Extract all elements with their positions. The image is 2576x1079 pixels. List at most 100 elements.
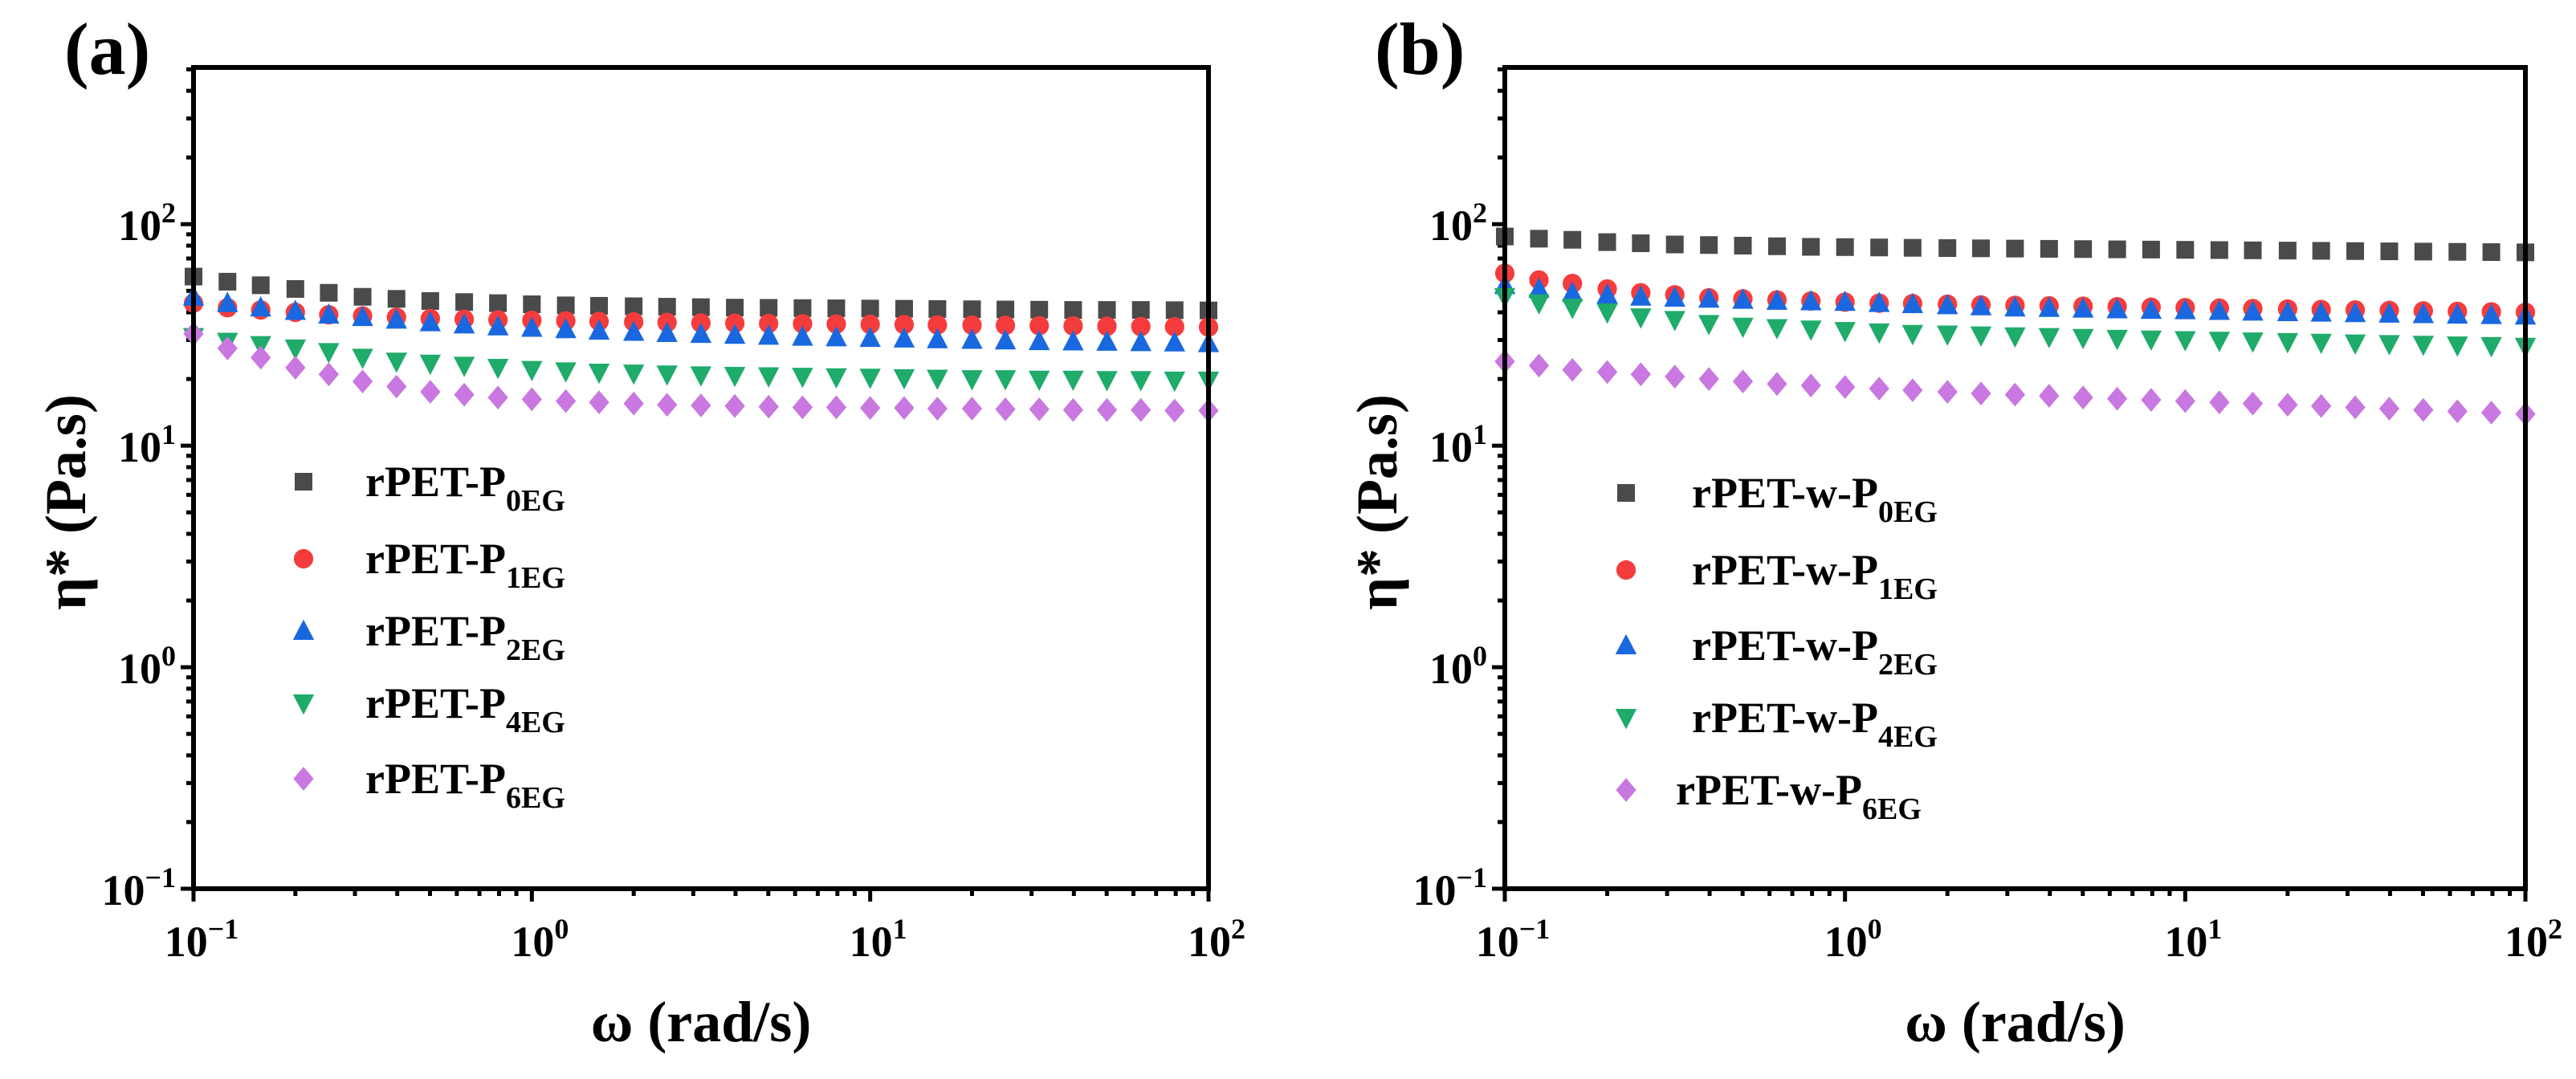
tick-exponent: 1 xyxy=(2207,913,2222,945)
legend-name: rPET-w-P xyxy=(1692,469,1878,517)
x-tick-label: 10−1 xyxy=(165,913,239,966)
data-point xyxy=(825,368,847,389)
data-point xyxy=(961,328,983,349)
data-point xyxy=(1971,381,1991,406)
data-point xyxy=(825,395,847,420)
data-point xyxy=(454,382,475,407)
series-2EG xyxy=(182,285,1220,352)
data-point xyxy=(1698,367,1719,391)
data-point xyxy=(2448,242,2467,261)
tick-exponent: 2 xyxy=(2548,913,2562,945)
data-point xyxy=(386,374,407,399)
data-point xyxy=(1767,372,1787,397)
legend-marker xyxy=(295,473,312,491)
data-point xyxy=(318,362,340,387)
data-point xyxy=(218,272,237,291)
data-point xyxy=(691,393,711,417)
data-point xyxy=(2073,385,2093,409)
tick-base: 10 xyxy=(1429,202,1473,250)
data-point xyxy=(2175,389,2195,413)
data-point xyxy=(1937,294,1958,315)
data-point xyxy=(895,299,913,318)
legend-label: rPET-P1EG xyxy=(365,535,565,595)
data-point xyxy=(963,300,981,319)
data-point xyxy=(724,393,745,418)
legend-name: rPET-P xyxy=(365,607,506,655)
data-point xyxy=(251,276,270,295)
legend-subscript: 2EG xyxy=(1878,648,1938,682)
data-point xyxy=(2311,393,2332,418)
tick-base: 10 xyxy=(1824,918,1868,966)
tick-exponent: 2 xyxy=(1231,913,1245,945)
data-point xyxy=(1561,281,1584,302)
data-point xyxy=(1528,353,1550,378)
data-point xyxy=(523,295,541,313)
data-point xyxy=(1096,330,1118,351)
data-point xyxy=(2072,328,2094,350)
x-tick-label: 102 xyxy=(1188,913,1245,966)
data-point xyxy=(352,348,373,369)
data-point xyxy=(927,315,948,335)
data-point xyxy=(1802,238,1820,256)
data-point xyxy=(2276,300,2299,322)
legend-label: rPET-P2EG xyxy=(365,607,565,667)
legend-marker xyxy=(1616,560,1636,580)
data-point xyxy=(1664,311,1685,332)
data-point xyxy=(793,299,812,317)
data-point xyxy=(759,313,779,334)
data-point xyxy=(284,339,307,360)
legend-subscript: 2EG xyxy=(506,633,565,667)
legend-name: rPET-w-P xyxy=(1692,546,1878,594)
y-tick-label: 102 xyxy=(118,197,176,250)
data-point xyxy=(250,295,271,317)
tick-exponent: 1 xyxy=(1473,418,1487,450)
data-point xyxy=(2378,397,2400,421)
x-axis-label: ω (rad/s) xyxy=(591,990,812,1054)
tick-exponent: −1 xyxy=(1456,861,1487,894)
tick-base: 10 xyxy=(2164,918,2207,966)
data-point xyxy=(1530,230,1548,248)
data-point xyxy=(1596,360,1618,385)
tick-exponent: 0 xyxy=(1868,913,1882,945)
data-point xyxy=(927,328,948,348)
data-point xyxy=(894,396,915,421)
data-point xyxy=(622,320,645,341)
data-point xyxy=(1164,317,1184,337)
data-point xyxy=(2412,303,2435,324)
data-point xyxy=(2447,303,2468,324)
data-point xyxy=(1561,299,1584,320)
data-point xyxy=(1868,323,1890,344)
x-tick-label: 101 xyxy=(850,913,907,966)
data-point xyxy=(1064,301,1082,320)
data-point xyxy=(691,298,710,316)
data-point xyxy=(352,369,373,393)
tick-exponent: 2 xyxy=(1473,197,1487,229)
data-point xyxy=(2140,298,2162,320)
data-point xyxy=(1937,380,1958,404)
data-point xyxy=(1596,303,1618,324)
data-point xyxy=(1528,277,1550,298)
x-tick-label: 10−1 xyxy=(1476,913,1551,966)
data-point xyxy=(1062,370,1084,391)
data-point xyxy=(1901,324,1924,346)
data-point xyxy=(2380,242,2399,261)
data-point xyxy=(1630,308,1652,329)
y-tick-label: 100 xyxy=(1429,640,1487,693)
legend-marker xyxy=(1616,778,1636,802)
tick-base: 10 xyxy=(1188,918,1231,966)
legend-name: rPET-w-P xyxy=(1692,621,1878,670)
data-point xyxy=(1164,331,1185,352)
data-point xyxy=(589,390,609,414)
data-point xyxy=(555,362,577,383)
y-tick-label: 102 xyxy=(1429,197,1487,250)
data-point xyxy=(2242,300,2264,321)
tick-base: 10 xyxy=(1429,645,1473,693)
legend-marker xyxy=(1615,709,1637,730)
tick-exponent: 2 xyxy=(161,197,176,229)
data-point xyxy=(723,323,746,344)
legend-name: rPET-w-P xyxy=(1676,766,1862,814)
data-point xyxy=(1029,370,1050,391)
data-point xyxy=(1903,238,1922,257)
data-point xyxy=(2074,240,2093,259)
data-point xyxy=(1632,234,1650,253)
